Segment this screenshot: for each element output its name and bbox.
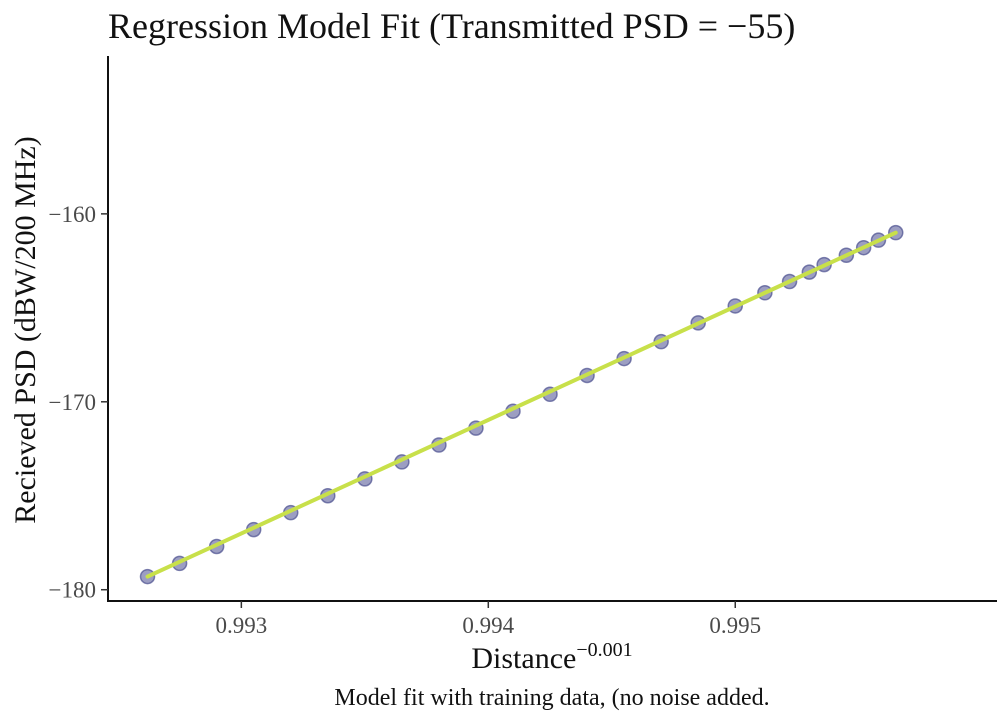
- x-tick-label: 0.995: [709, 613, 761, 638]
- x-axis-label-text: Distance: [471, 642, 576, 675]
- x-tick-label: 0.993: [215, 613, 267, 638]
- x-axis-label-superscript: −0.001: [576, 639, 632, 661]
- chart-caption: Model fit with training data, (no noise …: [334, 685, 769, 711]
- axis-ticks: 0.993 0.994 0.995 −180 −170 −160: [49, 202, 762, 638]
- fit-line-layer: [145, 230, 898, 579]
- y-tick-label: −160: [49, 202, 96, 227]
- fit-line: [145, 230, 898, 579]
- plot-area: 0.993 0.994 0.995 −180 −170 −160: [49, 56, 997, 638]
- chart-title: Regression Model Fit (Transmitted PSD = …: [108, 6, 795, 46]
- x-tick-label: 0.994: [462, 613, 514, 638]
- x-axis-label: Distance−0.001: [471, 639, 632, 675]
- y-tick-label: −180: [49, 578, 96, 603]
- y-tick-label: −170: [49, 390, 96, 415]
- y-axis-label: Recieved PSD (dBW/200 MHz): [9, 136, 42, 523]
